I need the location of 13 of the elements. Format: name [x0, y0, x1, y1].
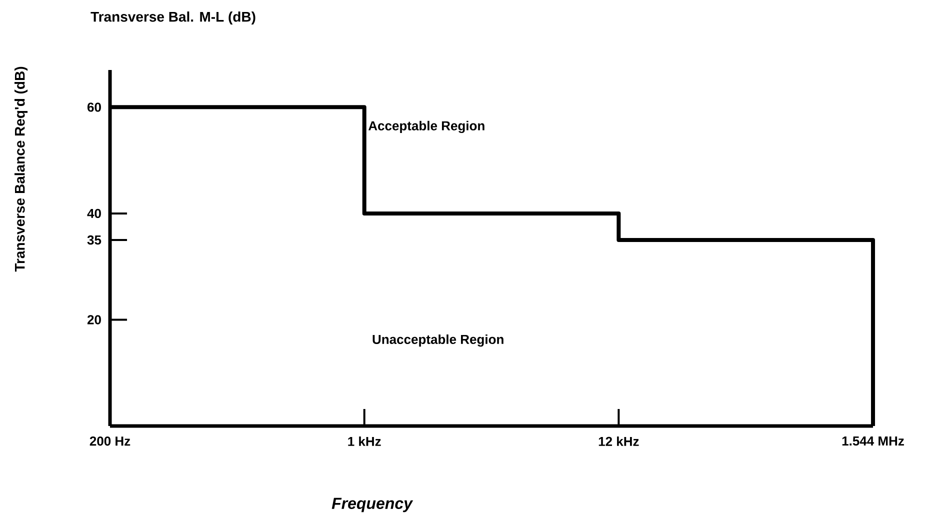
x-axis-title: Frequency [332, 498, 414, 512]
annotation: Unacceptable Region [372, 334, 504, 347]
y-tick-label: 20 [87, 315, 101, 324]
chart-title: Transverse Bal. M-L (dB) [90, 11, 256, 25]
y-axis-title: Transverse Balance Req'd (dB) [14, 66, 28, 272]
y-tick-label: 60 [87, 102, 101, 112]
y-tick-label: 40 [87, 208, 101, 218]
annotation: Acceptable Region [368, 120, 484, 134]
x-tick-label: 200 Hz [90, 436, 130, 446]
x-tick-label: 1.544 MHz [842, 436, 904, 446]
x-tick-label: 1 kHz [348, 436, 381, 446]
y-tick-label: 35 [87, 235, 102, 245]
x-tick-label: 12 kHz [598, 436, 639, 446]
